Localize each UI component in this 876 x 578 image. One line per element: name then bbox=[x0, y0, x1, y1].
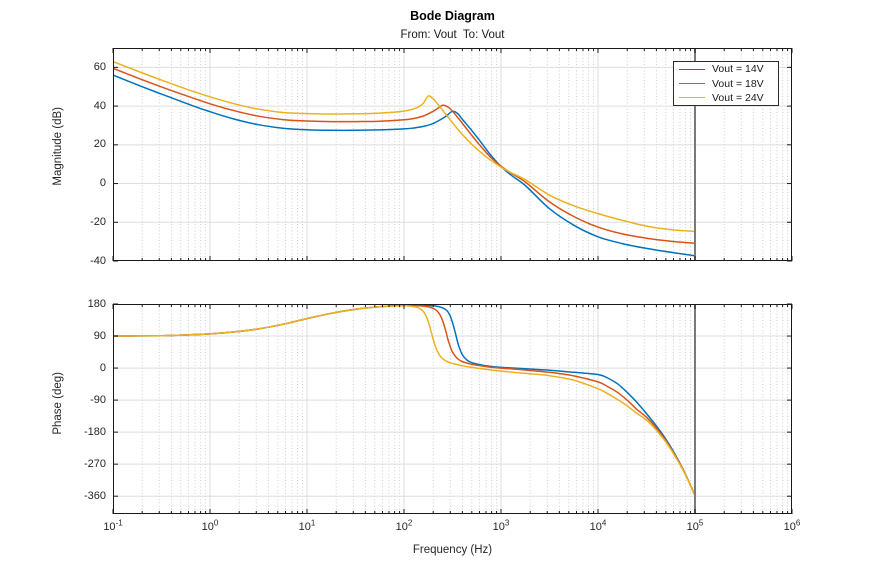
legend-row: Vout = 14V bbox=[674, 62, 778, 76]
legend-label: Vout = 24V bbox=[712, 91, 764, 104]
x-axis-label: Frequency (Hz) bbox=[412, 544, 493, 556]
curve-vout-24v bbox=[112, 305, 696, 497]
minor-gridlines bbox=[141, 304, 789, 514]
minor-gridlines bbox=[141, 48, 789, 261]
legend-line-swatch bbox=[679, 83, 705, 84]
legend-label: Vout = 18V bbox=[712, 77, 764, 90]
axis-box bbox=[113, 48, 792, 261]
tick-marks bbox=[112, 48, 793, 262]
legend[interactable]: Vout = 14V Vout = 18V Vout = 24V bbox=[673, 61, 779, 106]
curve-vout-24v bbox=[112, 60, 696, 233]
phase-plot bbox=[112, 303, 793, 514]
legend-line-swatch bbox=[679, 97, 705, 99]
magnitude-plot bbox=[112, 48, 793, 262]
axis-box bbox=[113, 304, 792, 514]
phase-y-axis-label: Phase (deg) bbox=[52, 372, 64, 435]
legend-label: Vout = 14V bbox=[712, 63, 764, 76]
legend-row: Vout = 18V bbox=[674, 77, 778, 91]
major-gridlines bbox=[113, 304, 792, 514]
legend-line-swatch bbox=[679, 68, 705, 70]
major-gridlines bbox=[113, 48, 792, 261]
chart-subtitle: From: Vout To: Vout bbox=[400, 29, 505, 41]
chart-title: Bode Diagram bbox=[410, 9, 495, 23]
magnitude-y-axis-label: Magnitude (dB) bbox=[52, 107, 64, 186]
legend-row: Vout = 24V bbox=[674, 91, 778, 105]
tick-marks bbox=[112, 303, 793, 514]
curve-vout-14v bbox=[112, 74, 696, 257]
